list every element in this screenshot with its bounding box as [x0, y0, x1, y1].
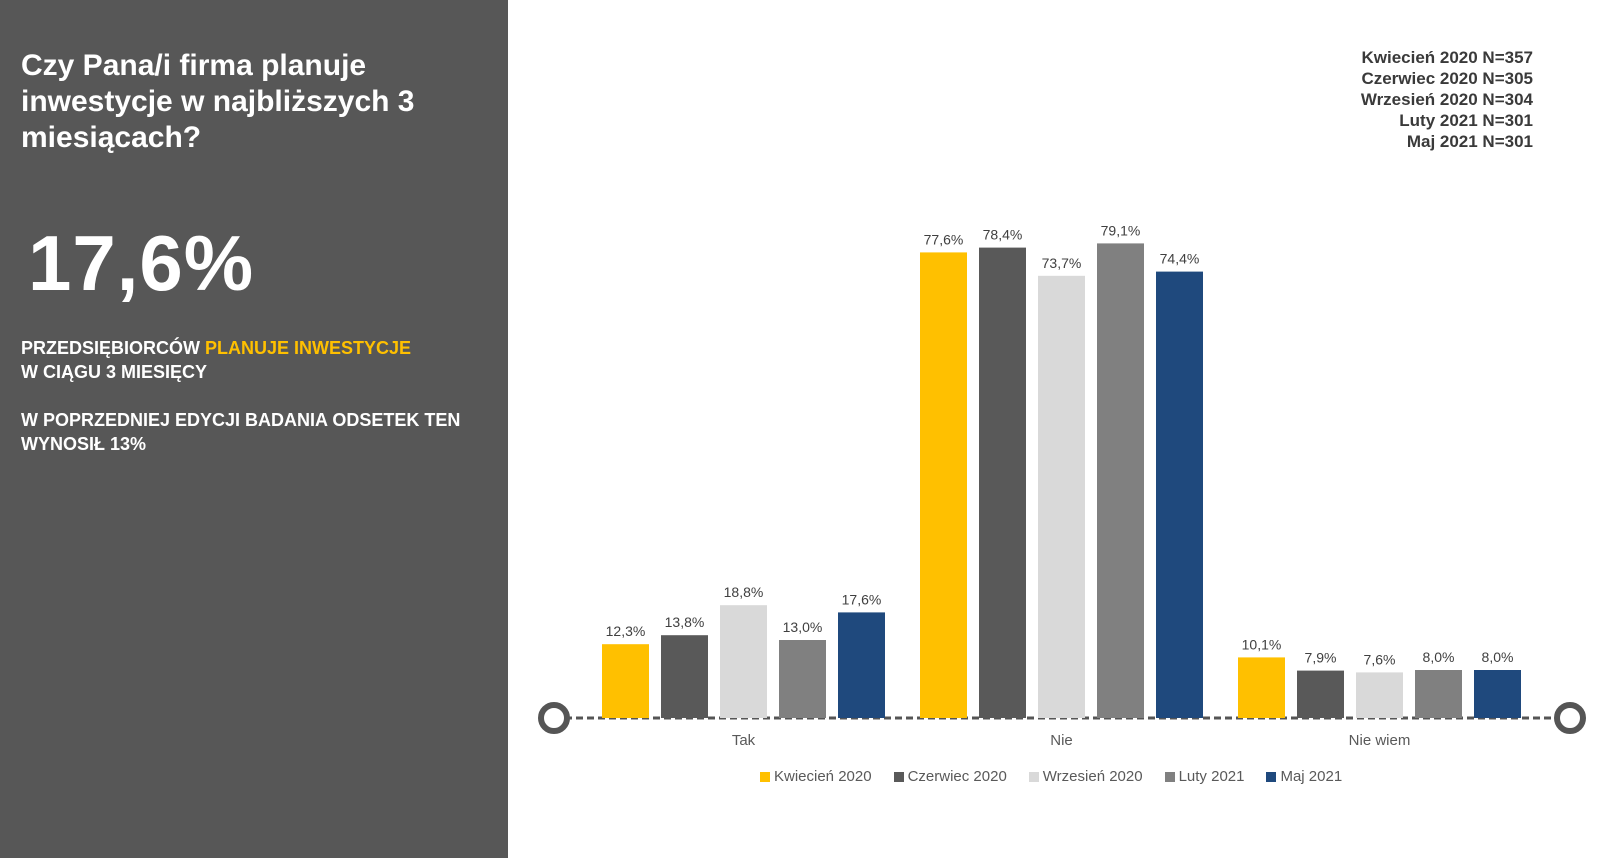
sample-size: Kwiecień 2020 N=357 — [1361, 48, 1533, 67]
bar — [1156, 271, 1203, 718]
bar — [779, 640, 826, 718]
data-label: 13,0% — [783, 619, 823, 635]
legend-swatch — [760, 771, 770, 782]
data-label: 8,0% — [1482, 649, 1514, 665]
legend-label: Maj 2021 — [1280, 768, 1343, 785]
bar — [1474, 670, 1521, 718]
sample-sizes: Kwiecień 2020 N=357 Czerwiec 2020 N=305 … — [1361, 47, 1533, 152]
sample-size: Maj 2021 N=301 — [1406, 132, 1533, 151]
legend-label: Kwiecień 2020 — [774, 768, 872, 785]
bar — [1356, 672, 1403, 718]
bar — [1038, 275, 1085, 718]
data-label: 17,6% — [842, 591, 882, 607]
x-tick-label: Tak — [732, 732, 756, 749]
sample-size: Wrzesień 2020 N=304 — [1360, 90, 1533, 109]
legend-swatch — [1266, 771, 1277, 782]
statement-part2: W CIĄGU 3 MIESIĘCY — [21, 362, 208, 382]
bar — [720, 605, 767, 718]
bar — [1097, 243, 1144, 718]
data-label: 10,1% — [1242, 636, 1282, 652]
legend-swatch — [1164, 771, 1175, 782]
data-label: 7,9% — [1305, 650, 1337, 666]
data-label: 13,8% — [665, 614, 705, 630]
big-stat-value: 17,6% — [28, 219, 255, 307]
bar — [1415, 670, 1462, 718]
data-label: 7,6% — [1364, 651, 1396, 667]
legend-label: Czerwiec 2020 — [907, 768, 1007, 785]
legend-item: Wrzesień 2020 — [1028, 768, 1143, 785]
bar — [920, 252, 967, 718]
axis-end-circle — [538, 702, 570, 734]
legend-item: Luty 2021 — [1164, 768, 1245, 785]
legend-swatch — [1028, 771, 1039, 782]
bar — [838, 612, 885, 718]
bar — [661, 635, 708, 718]
bar — [1238, 657, 1285, 718]
bar — [1297, 670, 1344, 718]
data-label: 74,4% — [1160, 251, 1200, 267]
invest-statement: PRZEDSIĘBIORCÓW PLANUJE INWESTYCJE W CIĄ… — [21, 336, 461, 384]
bar — [602, 644, 649, 718]
sample-size: Czerwiec 2020 N=305 — [1361, 69, 1533, 88]
data-label: 77,6% — [924, 231, 964, 247]
previous-edition-statement: W POPRZEDNIEJ EDYCJI BADANIA ODSETEK TEN… — [21, 410, 461, 454]
legend-swatch — [893, 771, 904, 782]
axis-end-circle — [1554, 702, 1586, 734]
data-label: 79,1% — [1101, 222, 1141, 238]
question-title: Czy Pana/i firma planuje inwestycje w na… — [21, 49, 415, 154]
bar-chart: 12,3% 13,8% 18,8% 13,0% 17,6% Tak 77,6% 78,4% 73… — [538, 222, 1586, 749]
legend-item: Kwiecień 2020 — [760, 768, 872, 785]
data-label: 18,8% — [724, 584, 764, 600]
legend-item: Czerwiec 2020 — [893, 768, 1007, 785]
legend-item: Maj 2021 — [1266, 768, 1342, 785]
x-tick-label: Nie — [1050, 732, 1073, 749]
legend-label: Luty 2021 — [1178, 768, 1245, 785]
data-label: 73,7% — [1042, 255, 1082, 271]
statement-part1: PRZEDSIĘBIORCÓW — [21, 338, 206, 358]
bar — [979, 247, 1026, 718]
left-panel: Czy Pana/i firma planuje inwestycje w na… — [0, 0, 508, 858]
data-label: 78,4% — [983, 227, 1023, 243]
statement-highlight: PLANUJE INWESTYCJE — [205, 338, 412, 358]
data-label: 12,3% — [606, 623, 646, 639]
chart-legend: Kwiecień 2020 Czerwiec 2020 Wrzesień 202… — [760, 768, 1342, 785]
legend-label: Wrzesień 2020 — [1042, 768, 1143, 785]
data-label: 8,0% — [1423, 649, 1455, 665]
sample-size: Luty 2021 N=301 — [1399, 111, 1533, 130]
x-tick-label: Nie wiem — [1349, 732, 1411, 749]
